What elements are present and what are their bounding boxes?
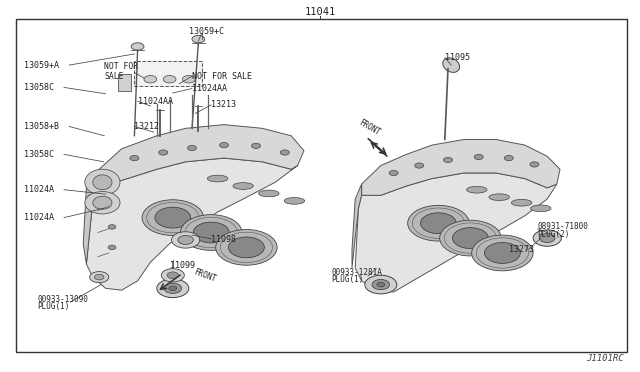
Circle shape bbox=[161, 269, 184, 282]
Circle shape bbox=[408, 205, 469, 241]
Text: 13058+B: 13058+B bbox=[24, 122, 60, 131]
Polygon shape bbox=[352, 184, 362, 268]
Text: 11024A: 11024A bbox=[24, 185, 54, 194]
Circle shape bbox=[95, 275, 104, 280]
Text: 13058C: 13058C bbox=[24, 150, 54, 159]
Circle shape bbox=[90, 272, 109, 283]
Circle shape bbox=[163, 76, 176, 83]
Text: PLUG(1): PLUG(1) bbox=[332, 275, 364, 284]
Polygon shape bbox=[83, 169, 99, 264]
Circle shape bbox=[142, 200, 204, 235]
Circle shape bbox=[440, 220, 501, 256]
Circle shape bbox=[108, 225, 116, 229]
Circle shape bbox=[540, 234, 555, 243]
Polygon shape bbox=[355, 173, 557, 292]
Circle shape bbox=[252, 143, 260, 148]
Text: NOT FOR SALE: NOT FOR SALE bbox=[192, 72, 252, 81]
Circle shape bbox=[172, 232, 200, 248]
Text: 13273: 13273 bbox=[509, 245, 534, 254]
Circle shape bbox=[472, 235, 533, 271]
Text: 13059+C: 13059+C bbox=[189, 27, 224, 36]
Circle shape bbox=[280, 150, 289, 155]
Circle shape bbox=[533, 230, 561, 246]
Text: PLUG(1): PLUG(1) bbox=[37, 302, 70, 311]
Ellipse shape bbox=[233, 183, 253, 189]
Circle shape bbox=[131, 43, 144, 50]
Circle shape bbox=[372, 279, 390, 290]
Text: 00933-1281A: 00933-1281A bbox=[332, 268, 382, 277]
Text: 11041: 11041 bbox=[305, 7, 335, 17]
Ellipse shape bbox=[489, 194, 509, 201]
Text: 13213: 13213 bbox=[211, 100, 236, 109]
Circle shape bbox=[228, 237, 264, 258]
Text: 00933-13090: 00933-13090 bbox=[37, 295, 88, 304]
Circle shape bbox=[452, 228, 488, 248]
Text: 11098: 11098 bbox=[211, 235, 236, 244]
Circle shape bbox=[415, 163, 424, 168]
Circle shape bbox=[144, 76, 157, 83]
Circle shape bbox=[377, 282, 385, 287]
Circle shape bbox=[159, 150, 168, 155]
Circle shape bbox=[157, 279, 189, 298]
Bar bbox=[134, 61, 202, 86]
Ellipse shape bbox=[531, 205, 551, 212]
Ellipse shape bbox=[93, 196, 112, 209]
Text: J1101RC: J1101RC bbox=[586, 354, 623, 363]
Circle shape bbox=[164, 283, 182, 294]
Ellipse shape bbox=[95, 184, 109, 196]
Text: PLUG(2): PLUG(2) bbox=[538, 230, 570, 239]
Polygon shape bbox=[362, 140, 560, 195]
Circle shape bbox=[220, 142, 228, 148]
Text: 13212: 13212 bbox=[134, 122, 159, 131]
Ellipse shape bbox=[85, 169, 120, 195]
Text: 11024AA: 11024AA bbox=[192, 84, 227, 93]
Circle shape bbox=[192, 35, 205, 43]
Polygon shape bbox=[118, 74, 131, 91]
Ellipse shape bbox=[284, 198, 305, 204]
Polygon shape bbox=[86, 158, 298, 290]
Circle shape bbox=[420, 213, 456, 234]
Circle shape bbox=[108, 204, 116, 209]
Circle shape bbox=[155, 207, 191, 228]
Ellipse shape bbox=[94, 197, 108, 209]
Text: 08931-71800: 08931-71800 bbox=[538, 222, 588, 231]
Text: 11099: 11099 bbox=[170, 262, 195, 270]
Circle shape bbox=[365, 275, 397, 294]
Ellipse shape bbox=[93, 175, 112, 190]
Ellipse shape bbox=[511, 199, 532, 206]
Circle shape bbox=[389, 170, 398, 176]
Text: 13059+A: 13059+A bbox=[24, 61, 60, 70]
Circle shape bbox=[180, 215, 242, 250]
Circle shape bbox=[167, 272, 179, 279]
Circle shape bbox=[216, 230, 277, 265]
Ellipse shape bbox=[97, 171, 111, 183]
Text: FRONT: FRONT bbox=[192, 267, 217, 283]
Text: 13058C: 13058C bbox=[24, 83, 54, 92]
Circle shape bbox=[444, 157, 452, 163]
Circle shape bbox=[504, 155, 513, 161]
Circle shape bbox=[474, 154, 483, 160]
Circle shape bbox=[88, 194, 98, 200]
Ellipse shape bbox=[467, 186, 487, 193]
Text: NOT FOR
SALE: NOT FOR SALE bbox=[104, 62, 138, 81]
Text: FRONT: FRONT bbox=[357, 118, 381, 137]
Ellipse shape bbox=[207, 175, 228, 182]
Circle shape bbox=[108, 245, 116, 250]
Circle shape bbox=[484, 243, 520, 263]
Text: 11024AA: 11024AA bbox=[138, 97, 173, 106]
Text: 11024A: 11024A bbox=[24, 213, 54, 222]
Circle shape bbox=[182, 76, 195, 83]
Polygon shape bbox=[99, 125, 304, 184]
Text: 11095: 11095 bbox=[445, 53, 470, 62]
Circle shape bbox=[188, 145, 196, 151]
Circle shape bbox=[169, 286, 177, 291]
Circle shape bbox=[130, 155, 139, 161]
Ellipse shape bbox=[443, 58, 460, 73]
Circle shape bbox=[193, 222, 229, 243]
Circle shape bbox=[178, 235, 193, 244]
Circle shape bbox=[530, 162, 539, 167]
Bar bbox=[16, 19, 627, 352]
Ellipse shape bbox=[259, 190, 279, 197]
Ellipse shape bbox=[85, 192, 120, 214]
